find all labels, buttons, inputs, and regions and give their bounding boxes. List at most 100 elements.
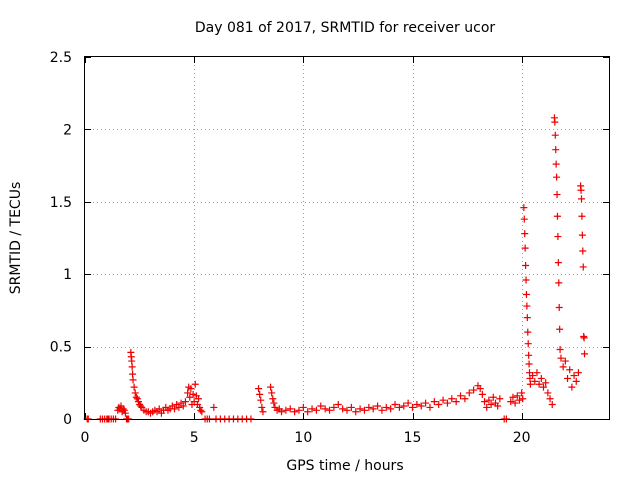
- data-point: [546, 395, 554, 403]
- data-point: [559, 363, 567, 371]
- data-point: [524, 340, 532, 348]
- data-point: [435, 401, 443, 409]
- data-point: [404, 399, 412, 407]
- data-point: [557, 354, 565, 362]
- data-point: [382, 403, 390, 411]
- data-point: [523, 302, 531, 310]
- data-point: [544, 389, 552, 397]
- data-point: [564, 374, 572, 382]
- x-tick-label: 10: [294, 430, 312, 446]
- data-point: [577, 186, 585, 194]
- data-point: [555, 279, 563, 287]
- data-point: [347, 403, 355, 411]
- data-point: [443, 399, 451, 407]
- data-point: [579, 247, 587, 255]
- y-tick-label: 0: [63, 412, 72, 428]
- data-point: [179, 402, 187, 410]
- data-point: [526, 380, 534, 388]
- data-point: [356, 405, 364, 413]
- data-point: [556, 345, 564, 353]
- data-point: [132, 393, 140, 401]
- data-point: [128, 363, 136, 371]
- chart-title: Day 081 of 2017, SRMTID for receiver uco…: [195, 20, 496, 36]
- data-point: [295, 406, 303, 414]
- data-point: [485, 396, 493, 404]
- x-tick-label: 0: [81, 430, 90, 446]
- data-point: [258, 403, 266, 411]
- data-point: [391, 401, 399, 409]
- data-point: [448, 395, 456, 403]
- data-point: [374, 402, 382, 410]
- data-point: [417, 402, 425, 410]
- data-point: [509, 393, 517, 401]
- data-point: [515, 396, 523, 404]
- data-point: [522, 262, 530, 270]
- data-point: [551, 131, 559, 139]
- data-point: [369, 405, 377, 413]
- data-point: [267, 383, 275, 391]
- data-point: [130, 383, 138, 391]
- data-point: [131, 389, 139, 397]
- data-point: [470, 386, 478, 394]
- data-point: [395, 403, 403, 411]
- data-point: [195, 395, 203, 403]
- data-point: [257, 396, 265, 404]
- data-point: [481, 398, 489, 406]
- data-point: [334, 401, 342, 409]
- data-point: [413, 401, 421, 409]
- x-tick-label: 5: [190, 430, 199, 446]
- data-point: [496, 395, 504, 403]
- data-point: [269, 395, 277, 403]
- data-point: [525, 360, 533, 368]
- y-axis-label: SRMTID / TECUs: [8, 182, 24, 295]
- data-point: [529, 372, 537, 380]
- data-point: [259, 408, 267, 416]
- data-point: [378, 406, 386, 414]
- data-point: [531, 377, 539, 385]
- data-point: [548, 401, 556, 409]
- data-point: [566, 366, 574, 374]
- data-point: [511, 399, 519, 407]
- data-point: [430, 398, 438, 406]
- data-point: [291, 408, 299, 416]
- data-point: [457, 392, 465, 400]
- x-axis-label: GPS time / hours: [286, 458, 403, 474]
- data-point: [286, 405, 294, 413]
- data-point: [580, 334, 588, 342]
- data-point: [578, 212, 586, 220]
- data-point: [525, 351, 533, 359]
- data-point: [121, 409, 129, 417]
- data-point: [494, 402, 502, 410]
- gridlines: [85, 57, 609, 419]
- data-point: [553, 212, 561, 220]
- data-point: [387, 405, 395, 413]
- data-point: [461, 395, 469, 403]
- data-point: [579, 263, 587, 271]
- data-point: [175, 403, 183, 411]
- data-point: [533, 369, 541, 377]
- data-point: [312, 406, 320, 414]
- data-point: [129, 376, 137, 384]
- data-point: [553, 173, 561, 181]
- data-point: [452, 398, 460, 406]
- data-point: [568, 383, 576, 391]
- data-point: [521, 244, 529, 252]
- data-point: [554, 233, 562, 241]
- data-point: [256, 390, 264, 398]
- data-point: [198, 408, 206, 416]
- data-point: [210, 403, 218, 411]
- data-point: [476, 385, 484, 393]
- data-point: [343, 406, 351, 414]
- data-point: [520, 215, 528, 223]
- data-point: [540, 383, 547, 391]
- data-points: [83, 114, 589, 423]
- data-point: [426, 403, 434, 411]
- data-point: [513, 392, 521, 400]
- data-point: [537, 374, 545, 382]
- data-point: [255, 385, 263, 393]
- data-point: [554, 259, 562, 267]
- data-point: [524, 328, 532, 336]
- data-point: [191, 380, 199, 388]
- data-point: [352, 408, 360, 416]
